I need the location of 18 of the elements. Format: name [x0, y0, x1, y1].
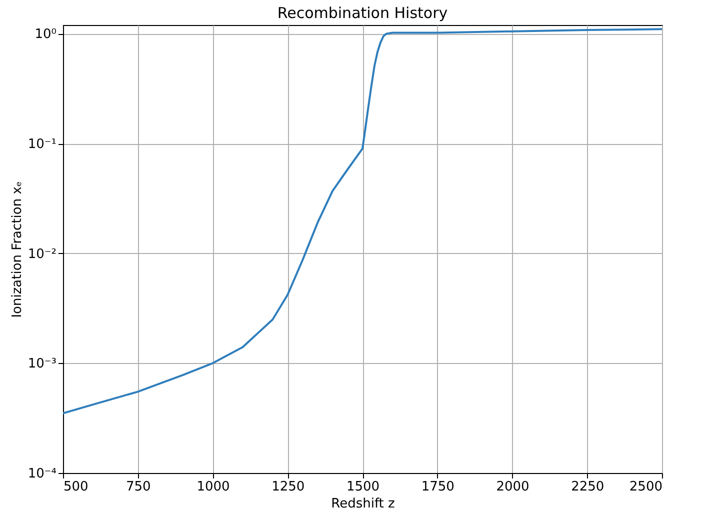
- x-tick-label: 500: [64, 480, 88, 494]
- y-axis-title: Ionization Fraction xₑ: [10, 181, 25, 318]
- y-tick-label: 10⁻¹: [28, 137, 56, 152]
- x-tick-label: 2000: [496, 480, 530, 494]
- x-tick-label: 750: [126, 480, 151, 494]
- x-tick-label: 1000: [196, 480, 230, 494]
- x-tick-label: 1750: [421, 480, 454, 494]
- y-tick-label: 10⁻²: [28, 246, 56, 262]
- x-axis-title: Redshift z: [331, 496, 396, 512]
- line-series: [63, 28, 662, 414]
- x-tick-label: 1500: [346, 480, 380, 494]
- y-tick-label: 10⁻⁴: [28, 466, 56, 482]
- y-tick-label: 10⁻³: [28, 356, 56, 372]
- chart-title: Recombination History: [277, 4, 448, 22]
- y-tick-label: 10⁰: [34, 27, 56, 42]
- x-tick-label: 1250: [272, 480, 305, 494]
- x-tick-label: 2250: [571, 480, 604, 494]
- x-tick-label: 2500: [629, 480, 662, 494]
